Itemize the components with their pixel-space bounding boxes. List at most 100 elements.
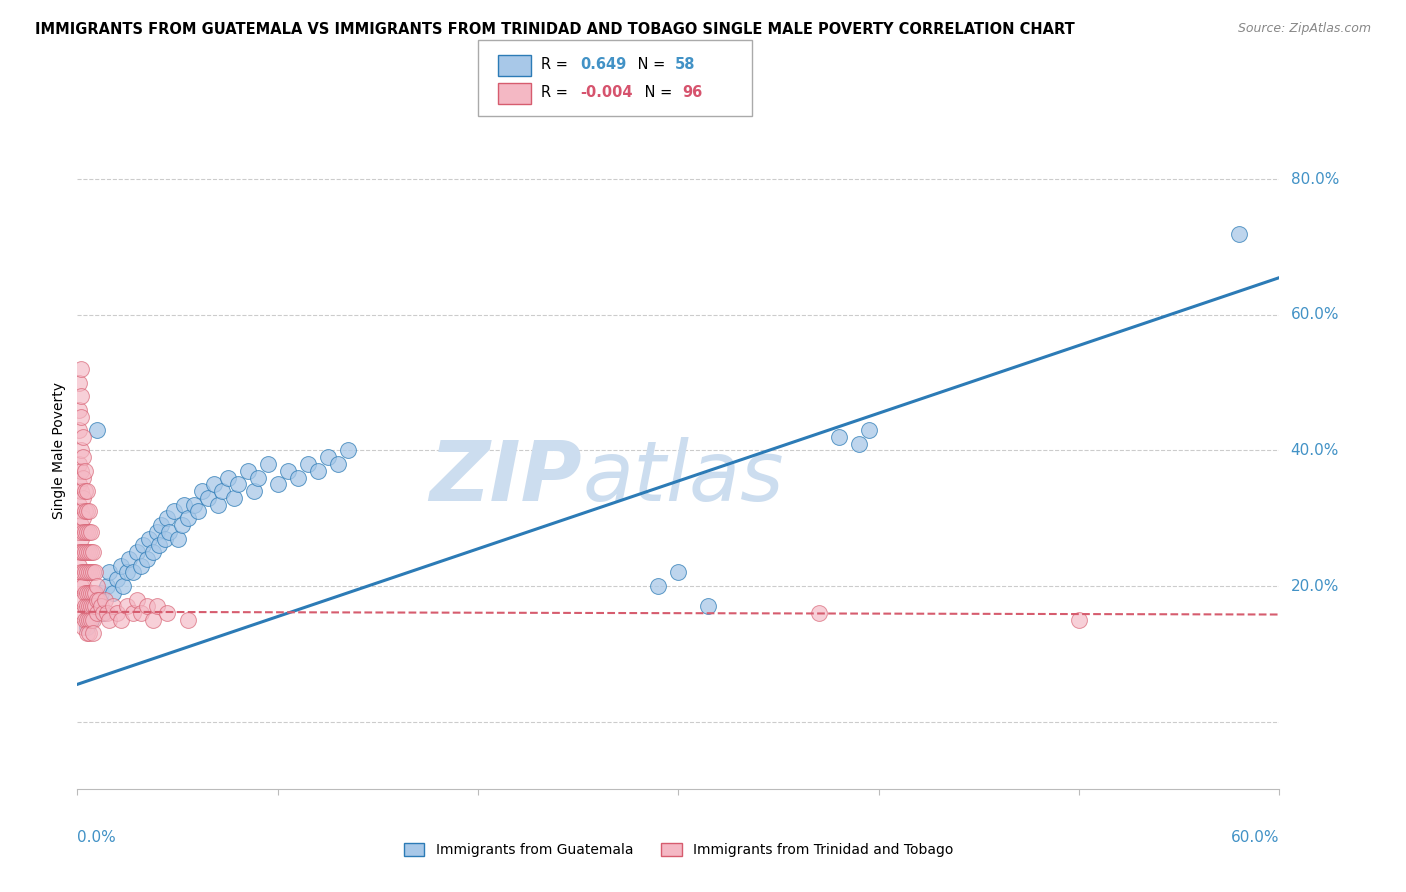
Text: 96: 96	[682, 86, 702, 100]
Point	[76, 586, 98, 600]
Point	[155, 532, 177, 546]
Point	[67, 545, 90, 559]
Point	[67, 423, 90, 437]
Text: IMMIGRANTS FROM GUATEMALA VS IMMIGRANTS FROM TRINIDAD AND TOBAGO SINGLE MALE POV: IMMIGRANTS FROM GUATEMALA VS IMMIGRANTS …	[35, 22, 1076, 37]
Text: 40.0%: 40.0%	[1291, 443, 1339, 458]
Point	[142, 545, 165, 559]
Point	[112, 579, 135, 593]
Point	[82, 599, 104, 614]
Point	[82, 545, 104, 559]
Point	[72, 620, 94, 634]
Point	[647, 579, 669, 593]
Point	[79, 613, 101, 627]
Point	[70, 484, 93, 499]
Point	[173, 498, 195, 512]
Point	[211, 484, 233, 499]
Point	[697, 599, 720, 614]
Point	[127, 545, 149, 559]
Point	[297, 457, 319, 471]
Point	[858, 423, 880, 437]
Point	[98, 566, 121, 580]
Point	[67, 477, 90, 491]
Point	[326, 457, 349, 471]
Text: N =: N =	[633, 57, 669, 72]
Point	[668, 566, 690, 580]
Point	[110, 558, 132, 573]
Text: R =: R =	[541, 57, 572, 72]
Point	[79, 626, 101, 640]
Point	[828, 430, 851, 444]
Point	[1069, 613, 1091, 627]
Legend: Immigrants from Guatemala, Immigrants from Trinidad and Tobago: Immigrants from Guatemala, Immigrants fr…	[404, 843, 953, 857]
Point	[176, 613, 198, 627]
Point	[72, 430, 94, 444]
Point	[110, 613, 132, 627]
Point	[80, 586, 103, 600]
Point	[277, 464, 299, 478]
Point	[79, 504, 101, 518]
Point	[82, 626, 104, 640]
Point	[89, 592, 111, 607]
Point	[72, 545, 94, 559]
Point	[82, 592, 104, 607]
Point	[246, 470, 269, 484]
Point	[226, 477, 249, 491]
Text: atlas: atlas	[582, 437, 785, 518]
Point	[76, 524, 98, 539]
Point	[103, 599, 125, 614]
Point	[162, 504, 184, 518]
Text: ZIP: ZIP	[430, 437, 582, 518]
Point	[79, 599, 101, 614]
Point	[176, 511, 198, 525]
Text: 20.0%: 20.0%	[1291, 579, 1339, 593]
Point	[138, 532, 160, 546]
Point	[848, 436, 870, 450]
Point	[72, 450, 94, 465]
Text: 60.0%: 60.0%	[1232, 830, 1279, 845]
Point	[207, 498, 229, 512]
Point	[122, 566, 145, 580]
Text: 60.0%: 60.0%	[1291, 308, 1339, 322]
Point	[93, 606, 115, 620]
Point	[72, 511, 94, 525]
Point	[70, 566, 93, 580]
Point	[86, 579, 108, 593]
Point	[84, 599, 107, 614]
Point	[76, 545, 98, 559]
Point	[186, 504, 209, 518]
Point	[807, 606, 830, 620]
Point	[107, 572, 129, 586]
Point	[75, 484, 97, 499]
Point	[80, 524, 103, 539]
Point	[72, 470, 94, 484]
Point	[75, 599, 97, 614]
Text: N =: N =	[640, 86, 676, 100]
Text: -0.004: -0.004	[581, 86, 633, 100]
Point	[80, 613, 103, 627]
Point	[90, 586, 112, 600]
Point	[70, 409, 93, 424]
Point	[183, 498, 205, 512]
Point	[156, 511, 179, 525]
Point	[70, 389, 93, 403]
Point	[67, 457, 90, 471]
Point	[75, 524, 97, 539]
Point	[76, 626, 98, 640]
Point	[70, 532, 93, 546]
Point	[72, 566, 94, 580]
Point	[267, 477, 290, 491]
Point	[122, 606, 145, 620]
Point	[67, 402, 90, 417]
Point	[75, 464, 97, 478]
Point	[75, 586, 97, 600]
Point	[76, 613, 98, 627]
Point	[70, 504, 93, 518]
Point	[190, 484, 212, 499]
Point	[202, 477, 225, 491]
Point	[70, 518, 93, 533]
Point	[107, 606, 129, 620]
Point	[72, 606, 94, 620]
Point	[1229, 227, 1251, 241]
Text: 58: 58	[675, 57, 696, 72]
Point	[79, 606, 101, 620]
